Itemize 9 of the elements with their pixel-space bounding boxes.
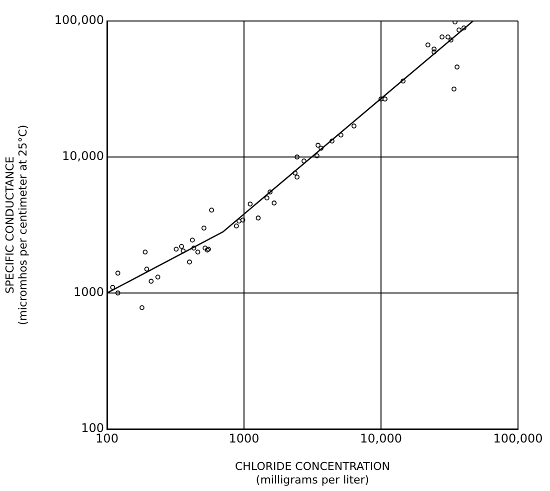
x-tick-label: 100 [96, 431, 118, 446]
y-tick-label: 1000 [73, 285, 104, 300]
x-tick-label: 1000 [228, 431, 260, 446]
x-axis-title: CHLORIDE CONCENTRATION (milligrams per liter) [234, 460, 390, 486]
y-tick-label: 10,000 [62, 149, 104, 164]
x-tick-label: 10,000 [360, 431, 402, 446]
x-tick-label: 100,000 [493, 431, 543, 446]
y-axis-title: SPECIFIC CONDUCTANCE (micromhos per centimeter at 25°C) [3, 124, 30, 326]
y-tick-label: 100,000 [54, 13, 104, 28]
